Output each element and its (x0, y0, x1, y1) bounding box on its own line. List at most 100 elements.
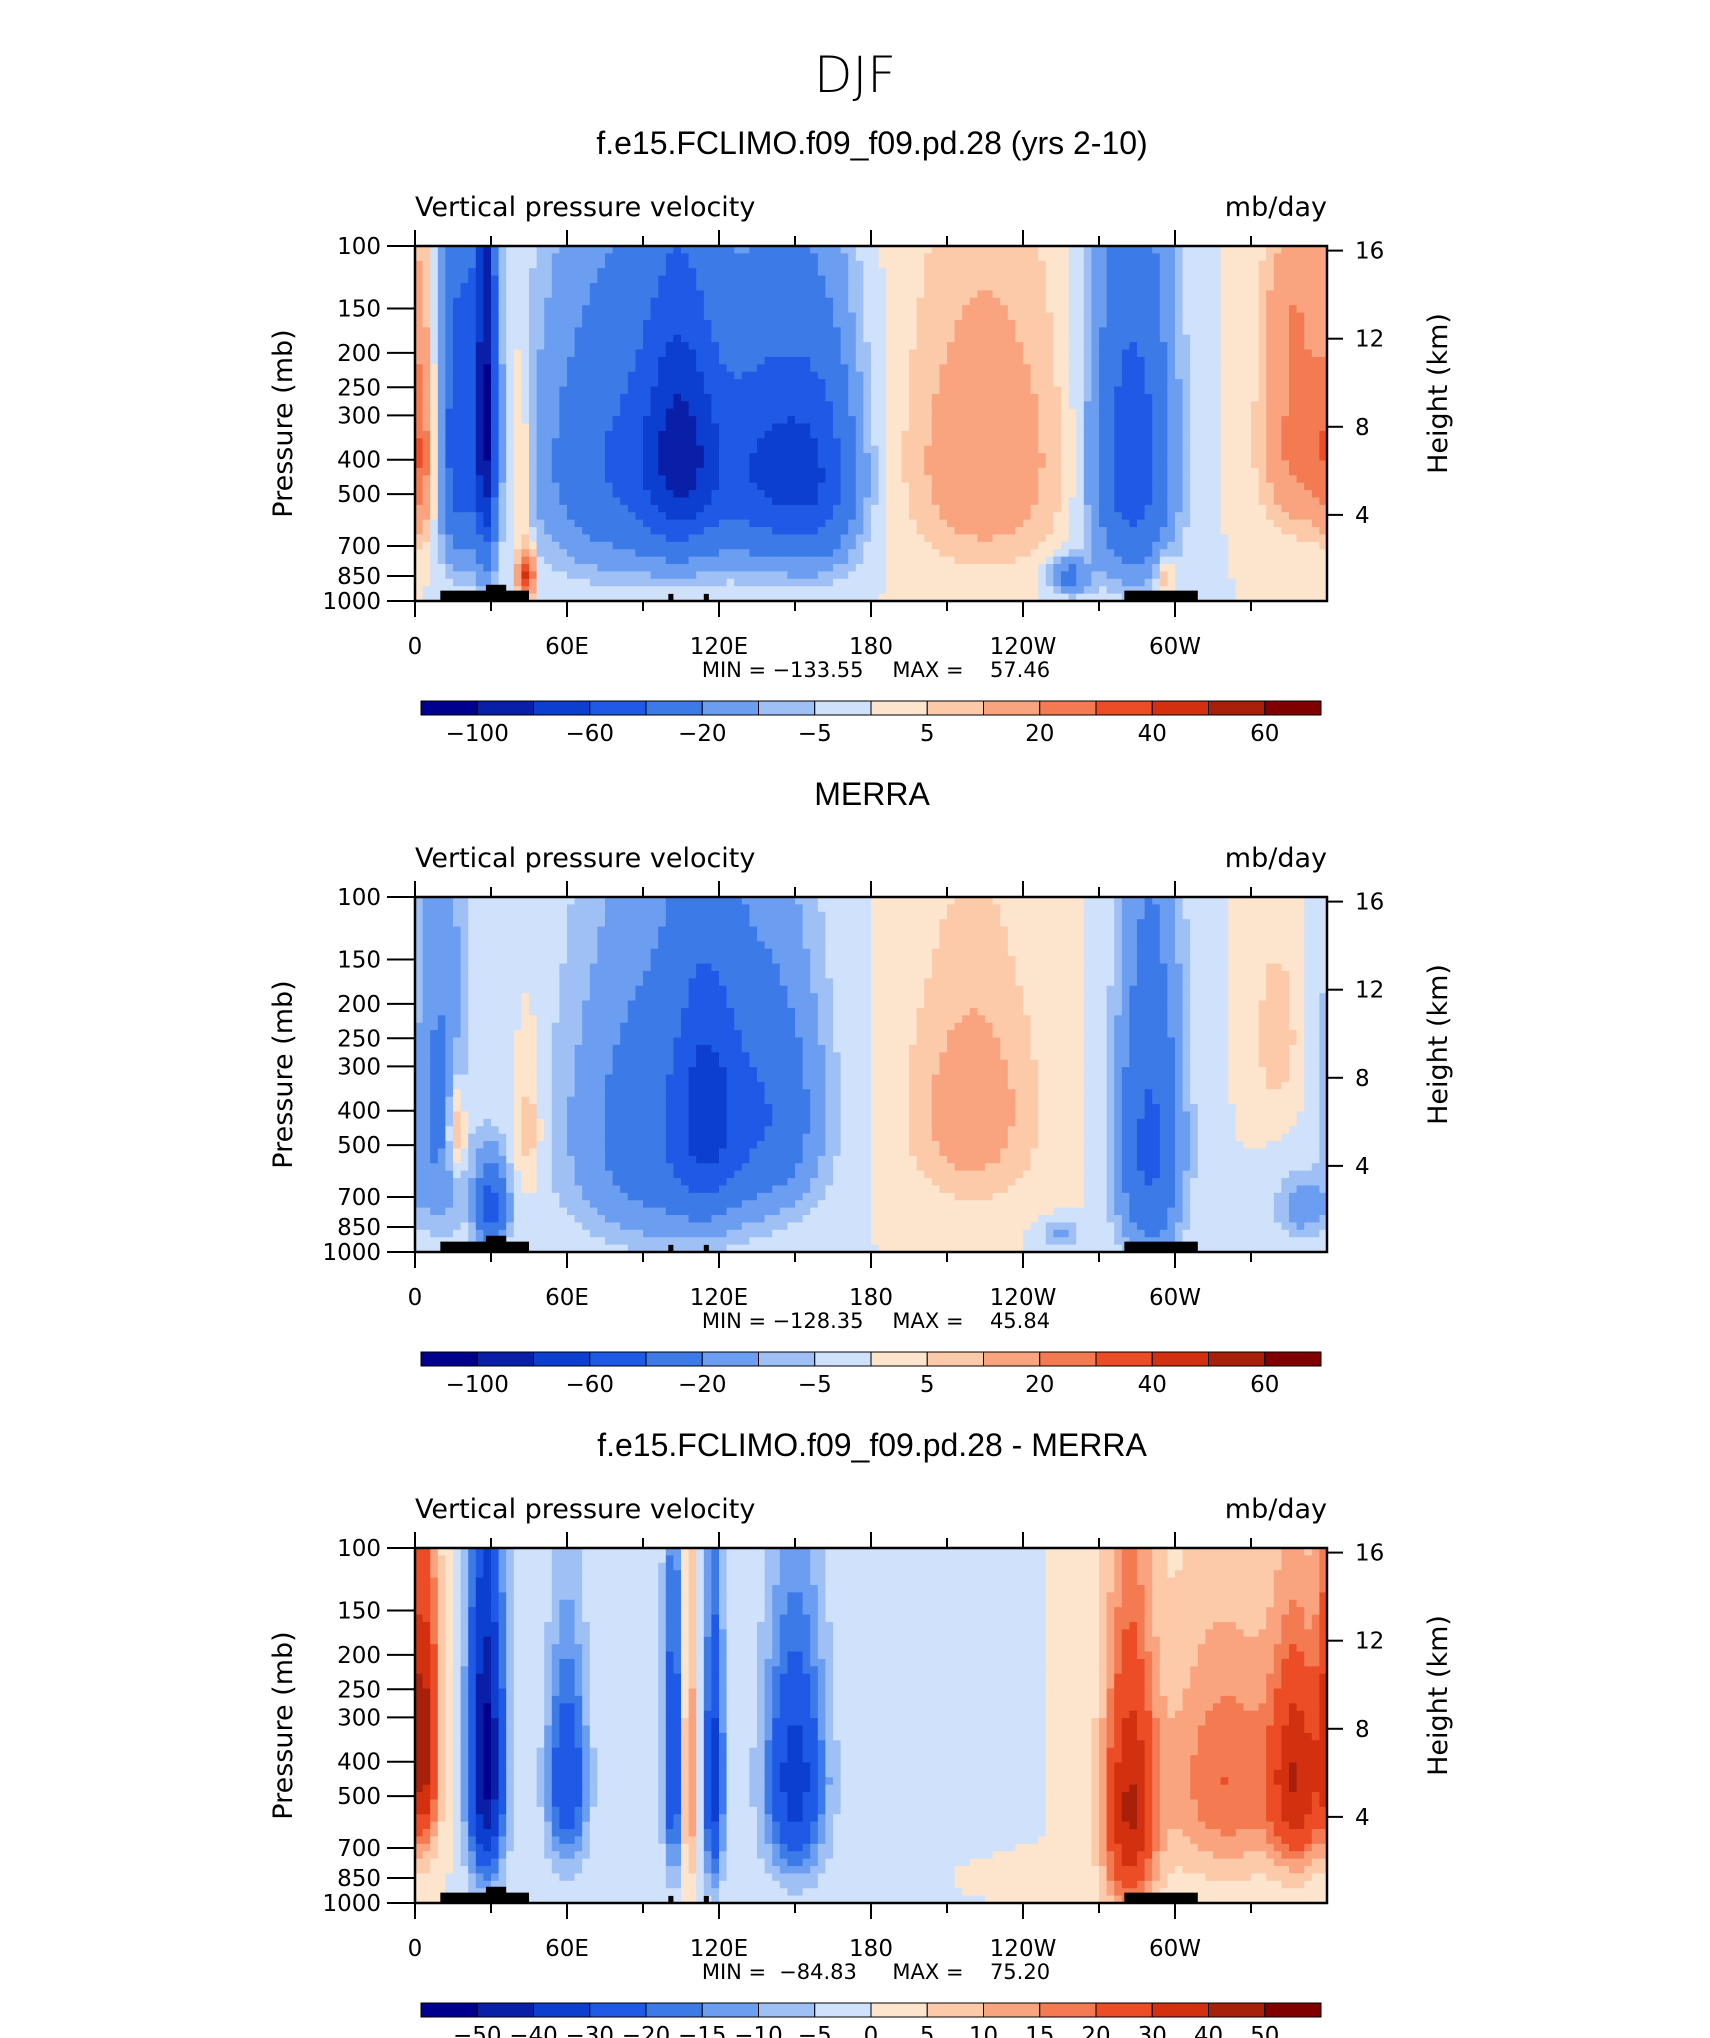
colorbar-box (1264, 700, 1322, 716)
colorbar-label: −5 (798, 2023, 832, 2038)
variable-label: Vertical pressure velocity (415, 843, 755, 874)
colorbar-label: 0 (864, 2023, 879, 2038)
pressure-tick-label: 300 (337, 1054, 381, 1080)
panel-2: MERRA Vertical pressure velocity mb/day 100… (268, 776, 1454, 1398)
colorbar-box (814, 1351, 872, 1367)
colorbar-box (645, 1351, 703, 1367)
min-value: −133.55 (772, 658, 863, 682)
pressure-tick-label: 400 (337, 1099, 381, 1125)
lon-tick-label: 60W (1149, 1936, 1201, 1962)
lon-tick-label: 60W (1149, 634, 1201, 660)
colorbar-label: 40 (1138, 721, 1167, 747)
colorbar-label: −20 (622, 2023, 671, 2038)
pressure-tick-label: 500 (337, 482, 381, 508)
colorbar-label: −5 (798, 1372, 832, 1398)
pressure-tick-label: 200 (337, 992, 381, 1018)
colorbar-label: −20 (678, 1372, 727, 1398)
pressure-tick-label: 500 (337, 1133, 381, 1159)
pressure-tick-label: 150 (337, 948, 381, 974)
pressure-tick-label: 250 (337, 375, 381, 401)
colorbar-box (1151, 700, 1209, 716)
colorbar-box (758, 2002, 816, 2018)
colorbar-box (1208, 1351, 1266, 1367)
colorbar-label: 40 (1138, 1372, 1167, 1398)
colorbar-box (1151, 1351, 1209, 1367)
colorbar-box (420, 1351, 478, 1367)
topography-mask (668, 593, 674, 601)
panel-1: f.e15.FCLIMO.f09_f09.pd.28 (yrs 2-10) Ver… (268, 125, 1454, 747)
max-value: 57.46 (990, 658, 1050, 682)
lon-tick-label: 120E (690, 1285, 748, 1311)
colorbar-box (1151, 2002, 1209, 2018)
lon-tick-label: 60W (1149, 1285, 1201, 1311)
colorbar-box (1264, 2002, 1322, 2018)
contour-field (415, 1548, 1328, 1904)
height-tick-label: 8 (1355, 415, 1370, 441)
colorbar-label: 30 (1138, 2023, 1167, 2038)
pressure-tick-label: 200 (337, 1643, 381, 1669)
pressure-tick-label: 100 (337, 885, 381, 911)
max-label: MAX = (892, 1309, 963, 1333)
lon-tick-label: 120W (990, 1285, 1057, 1311)
colorbar-box (701, 1351, 759, 1367)
colorbar-box (926, 700, 984, 716)
panel-title: MERRA (814, 776, 930, 812)
colorbar-label: −20 (678, 721, 727, 747)
lon-tick-label: 180 (849, 1285, 893, 1311)
colorbar-box (870, 2002, 928, 2018)
topography-mask (703, 1895, 709, 1903)
colorbar-label: 15 (1025, 2023, 1054, 2038)
panel-title: f.e15.FCLIMO.f09_f09.pd.28 - MERRA (597, 1427, 1147, 1463)
contour-field (415, 897, 1328, 1253)
min-label: MIN = (702, 1960, 766, 1984)
y-axis-label-right: Height (km) (1423, 964, 1454, 1125)
variable-label: Vertical pressure velocity (415, 192, 755, 223)
pressure-tick-label: 700 (337, 1185, 381, 1211)
height-tick-label: 4 (1355, 1154, 1370, 1180)
figure-title: DJF (814, 46, 896, 104)
colorbar-label: 60 (1250, 721, 1279, 747)
colorbar-box (1039, 1351, 1097, 1367)
topography (440, 584, 1198, 601)
topography-mask (668, 1244, 674, 1252)
pressure-tick-label: 200 (337, 341, 381, 367)
pressure-tick-label: 300 (337, 1705, 381, 1731)
topography-mask (1124, 1892, 1198, 1903)
colorbar-box (1095, 2002, 1153, 2018)
max-label: MAX = (892, 1960, 963, 1984)
colorbar-box (420, 2002, 478, 2018)
height-tick-label: 16 (1355, 1541, 1384, 1567)
lon-tick-label: 0 (408, 634, 423, 660)
pressure-tick-label: 100 (337, 1536, 381, 1562)
contour-field (415, 246, 1328, 602)
colorbar-label: 5 (920, 1372, 935, 1398)
topography-mask (485, 584, 507, 601)
colorbar-label: 50 (1250, 2023, 1279, 2038)
y-axis-label: Pressure (mb) (268, 980, 299, 1168)
colorbar-label: −100 (446, 1372, 509, 1398)
colorbar-box (645, 2002, 703, 2018)
lon-tick-label: 60E (545, 1285, 589, 1311)
lon-tick-label: 180 (849, 1936, 893, 1962)
pressure-tick-label: 250 (337, 1677, 381, 1703)
min-value: −84.83 (779, 1960, 857, 1984)
height-tick-label: 8 (1355, 1717, 1370, 1743)
pressure-tick-label: 400 (337, 1750, 381, 1776)
lon-tick-label: 180 (849, 634, 893, 660)
min-label: MIN = (702, 1309, 766, 1333)
colorbar-box (589, 700, 647, 716)
colorbar-box (758, 1351, 816, 1367)
topography-mask (440, 1241, 529, 1252)
max-value: 45.84 (990, 1309, 1050, 1333)
min-label: MIN = (702, 658, 766, 682)
pressure-tick-label: 700 (337, 534, 381, 560)
lon-tick-label: 60E (545, 1936, 589, 1962)
colorbar-label: −60 (565, 721, 614, 747)
topography-mask (1124, 590, 1198, 601)
colorbar-label: 5 (920, 2023, 935, 2038)
colorbar-label: 10 (969, 2023, 998, 2038)
colorbar-box (1039, 700, 1097, 716)
pressure-tick-label: 850 (337, 564, 381, 590)
topography-mask (1124, 1241, 1198, 1252)
pressure-tick-label: 150 (337, 1599, 381, 1625)
